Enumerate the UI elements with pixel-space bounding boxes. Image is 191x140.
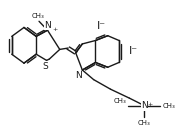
Text: S: S [43, 62, 49, 71]
Text: I⁻: I⁻ [129, 46, 138, 56]
Text: CH₃: CH₃ [114, 98, 127, 104]
Text: I⁻: I⁻ [97, 21, 106, 31]
Text: +: + [147, 102, 152, 107]
Text: N: N [44, 21, 51, 30]
Text: N: N [75, 71, 81, 80]
Text: CH₃: CH₃ [138, 120, 151, 126]
Text: N: N [141, 101, 148, 110]
Text: CH₃: CH₃ [162, 103, 175, 109]
Text: CH₃: CH₃ [32, 13, 45, 19]
Text: +: + [52, 27, 57, 32]
